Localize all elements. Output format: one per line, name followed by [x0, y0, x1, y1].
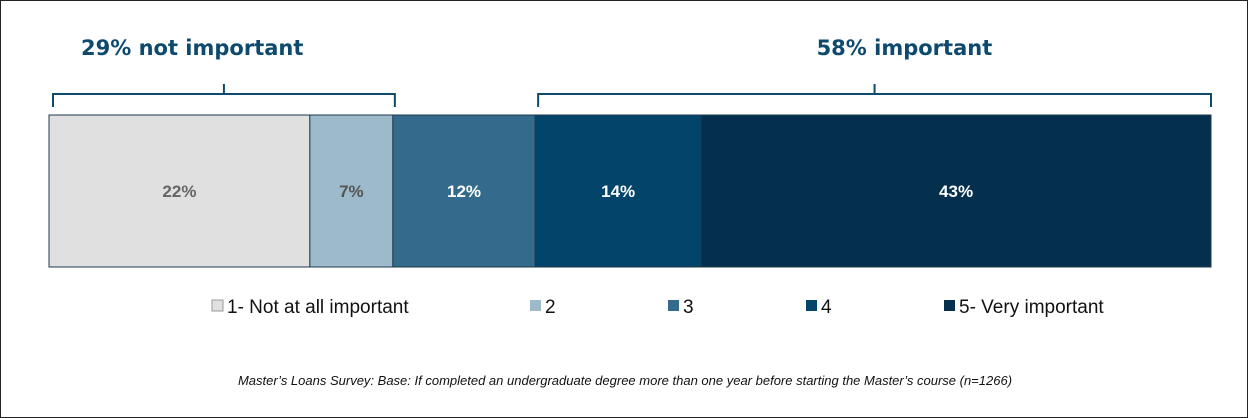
bar-segment-4: [534, 114, 702, 268]
bar-segment-2: [309, 114, 394, 268]
bar-segment-1: [48, 114, 311, 268]
group-title-1: 29% not important: [81, 36, 303, 60]
data-label-4: 14%: [601, 182, 635, 201]
data-label-1: 22%: [162, 182, 196, 201]
legend-label-5: 5- Very important: [959, 297, 1104, 318]
bar-segments: 22% 7% 12% 14% 43%: [48, 114, 1212, 268]
data-label-2: 7%: [339, 182, 364, 201]
legend-swatch-3: [668, 300, 679, 311]
bar-segment-5: [700, 114, 1212, 268]
data-label-3: 12%: [447, 182, 481, 201]
group-bracket-1: [52, 84, 396, 107]
legend-swatch-4: [806, 300, 817, 311]
legend-swatch-2: [530, 300, 541, 311]
legend-swatch-1: [211, 299, 224, 312]
legend-label-3: 3: [683, 297, 694, 318]
legend-label-1: 1- Not at all important: [227, 297, 409, 318]
legend-label-4: 4: [821, 297, 832, 318]
group-title-2: 58% important: [817, 36, 993, 60]
footnote: Master’s Loans Survey: Base: If complete…: [237, 373, 1013, 388]
data-label-5: 43%: [939, 182, 973, 201]
legend-label-2: 2: [545, 297, 556, 318]
legend-swatch-5: [944, 300, 955, 311]
group-bracket-2: [537, 84, 1212, 107]
bar-segment-3: [392, 114, 536, 268]
group-brackets: 29% not important 58% important: [52, 36, 1212, 107]
legend: 1- Not at all important 2 3 4 5- Very import…: [211, 297, 1104, 318]
